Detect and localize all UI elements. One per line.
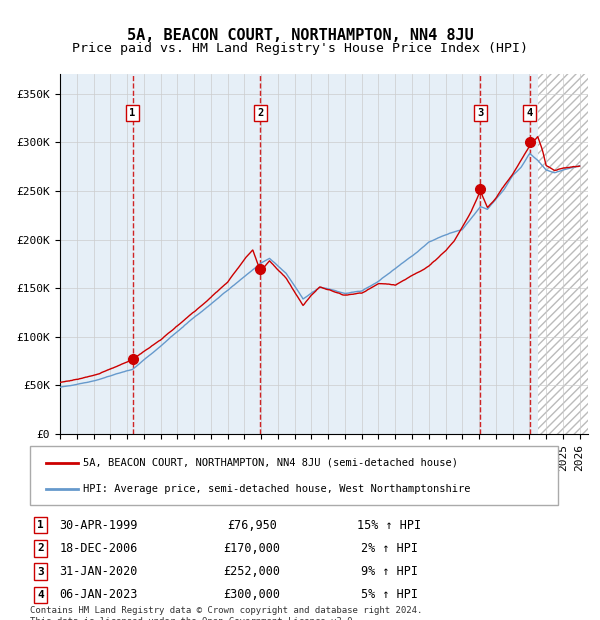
Text: 2: 2 <box>257 108 263 118</box>
Text: 9% ↑ HPI: 9% ↑ HPI <box>361 565 418 578</box>
Text: £300,000: £300,000 <box>223 588 280 601</box>
Bar <box>60 74 538 434</box>
Text: 15% ↑ HPI: 15% ↑ HPI <box>357 519 421 531</box>
FancyBboxPatch shape <box>30 446 558 505</box>
Text: Price paid vs. HM Land Registry's House Price Index (HPI): Price paid vs. HM Land Registry's House … <box>72 42 528 55</box>
Text: 4: 4 <box>37 590 44 600</box>
Text: £252,000: £252,000 <box>223 565 280 578</box>
Text: 18-DEC-2006: 18-DEC-2006 <box>59 542 138 555</box>
Text: 3: 3 <box>37 567 44 577</box>
Text: 06-JAN-2023: 06-JAN-2023 <box>59 588 138 601</box>
Text: 2% ↑ HPI: 2% ↑ HPI <box>361 542 418 555</box>
Text: 4: 4 <box>527 108 533 118</box>
Text: Contains HM Land Registry data © Crown copyright and database right 2024.
This d: Contains HM Land Registry data © Crown c… <box>30 606 422 620</box>
Text: £170,000: £170,000 <box>223 542 280 555</box>
Text: 31-JAN-2020: 31-JAN-2020 <box>59 565 138 578</box>
Text: 5% ↑ HPI: 5% ↑ HPI <box>361 588 418 601</box>
Text: 5A, BEACON COURT, NORTHAMPTON, NN4 8JU: 5A, BEACON COURT, NORTHAMPTON, NN4 8JU <box>127 28 473 43</box>
Text: 5A, BEACON COURT, NORTHAMPTON, NN4 8JU (semi-detached house): 5A, BEACON COURT, NORTHAMPTON, NN4 8JU (… <box>83 458 458 468</box>
Bar <box>538 74 588 434</box>
Text: HPI: Average price, semi-detached house, West Northamptonshire: HPI: Average price, semi-detached house,… <box>83 484 470 494</box>
Text: 1: 1 <box>37 520 44 530</box>
Text: 3: 3 <box>477 108 484 118</box>
Text: 30-APR-1999: 30-APR-1999 <box>59 519 138 531</box>
Text: 2: 2 <box>37 543 44 554</box>
Text: 1: 1 <box>130 108 136 118</box>
Text: £76,950: £76,950 <box>227 519 277 531</box>
